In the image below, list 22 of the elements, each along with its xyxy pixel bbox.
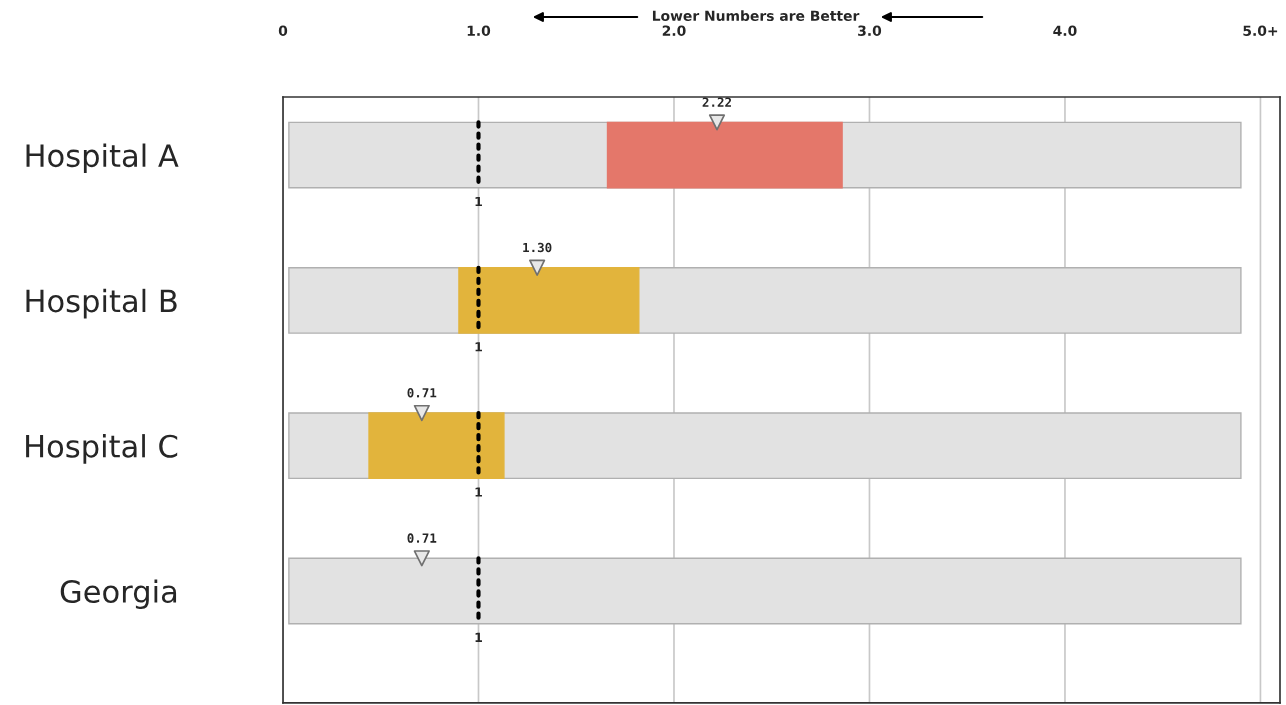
x-tick-label: 5.0+ xyxy=(1243,25,1278,36)
bar xyxy=(458,267,640,334)
data-label: 2.22 xyxy=(702,97,731,107)
y-tick-label: Hospital B xyxy=(26,288,177,319)
data-label: 1.30 xyxy=(523,242,552,253)
text: 1 xyxy=(475,487,482,497)
x-tick-label: 4.0 xyxy=(1053,25,1077,36)
y-tick-label: Hospital A xyxy=(26,143,179,174)
text: 1 xyxy=(475,196,482,207)
ref-line-label: 1 xyxy=(475,632,482,642)
x-tick-label: 0 xyxy=(278,25,288,36)
x-tick-label: 3.0 xyxy=(858,25,882,36)
bar xyxy=(368,412,505,480)
x-tick-label: 1.0 xyxy=(467,25,491,36)
data-label: 0.71 xyxy=(407,388,437,398)
x-tick-label: 2.0 xyxy=(662,25,686,36)
bar xyxy=(606,121,843,189)
data-label: 0.71 xyxy=(407,533,437,543)
y-tick-label: Hospital C xyxy=(26,434,178,464)
text: 1 xyxy=(475,342,482,352)
chart-title: Lower Numbers are Better xyxy=(652,10,860,22)
y-tick-label: Georgia xyxy=(60,579,177,609)
